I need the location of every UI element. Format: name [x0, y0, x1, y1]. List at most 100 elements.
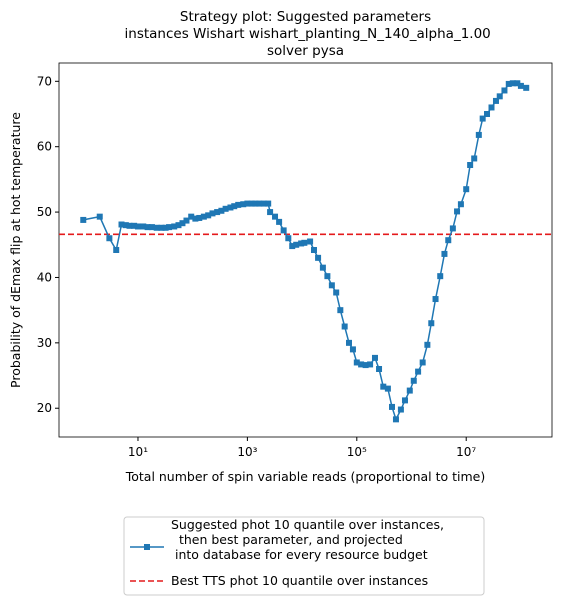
data-point: [345, 339, 352, 346]
legend-label: Suggested phot 10 quantile over instance…: [171, 517, 444, 562]
data-point: [162, 224, 169, 231]
data-point: [488, 104, 495, 111]
data-point: [457, 201, 464, 208]
data-point: [240, 201, 247, 208]
data-point: [410, 377, 417, 384]
data-point: [449, 225, 456, 232]
data-point: [106, 235, 113, 242]
legend-box: [123, 516, 485, 596]
data-point: [285, 235, 292, 242]
data-point: [310, 247, 317, 253]
data-point: [122, 222, 129, 229]
data-point: [307, 238, 314, 245]
data-point: [209, 210, 216, 217]
data-point: [389, 403, 396, 410]
data-point: [140, 223, 147, 230]
data-point: [301, 239, 308, 246]
data-point: [376, 366, 383, 372]
data-point: [415, 368, 422, 375]
data-point: [341, 323, 348, 330]
legend-label: Best TTS phot 10 quantile over instances: [171, 573, 428, 588]
y-tick-label: 50: [37, 205, 52, 219]
data-point: [222, 205, 229, 212]
data-point: [467, 162, 474, 168]
data-point: [358, 361, 365, 368]
legend-marker: [144, 544, 150, 550]
data-point: [514, 80, 521, 87]
x-tick-label: 10¹: [128, 445, 148, 459]
data-point: [196, 214, 203, 221]
data-point: [501, 87, 508, 94]
data-point: [424, 341, 431, 348]
y-tick-label: 70: [37, 74, 52, 88]
data-point: [406, 387, 413, 394]
data-point: [319, 264, 326, 271]
data-point: [484, 111, 491, 117]
data-point: [384, 385, 391, 392]
data-point: [171, 223, 178, 230]
data-point: [113, 247, 120, 253]
data-point: [158, 224, 165, 231]
data-point: [96, 213, 103, 220]
data-point: [454, 208, 461, 215]
y-axis-label: Probability of dEmax flip at hot tempera…: [8, 112, 23, 388]
data-point: [166, 224, 173, 231]
data-point: [492, 97, 499, 104]
data-point: [276, 218, 283, 225]
data-point: [126, 222, 133, 229]
data-point: [265, 200, 272, 207]
data-point: [298, 240, 305, 247]
data-point: [231, 203, 238, 210]
data-point: [188, 213, 195, 220]
data-point: [509, 80, 516, 87]
y-tick-label: 30: [37, 336, 52, 350]
data-point: [523, 84, 530, 91]
x-tick-label: 10⁵: [347, 445, 367, 459]
data-point: [252, 200, 259, 207]
x-tick-label: 10³: [237, 445, 257, 459]
data-point: [175, 222, 182, 229]
data-point: [324, 273, 331, 280]
data-point: [248, 200, 255, 207]
data-point: [192, 215, 199, 222]
data-point: [293, 241, 300, 248]
x-tick-label: 10⁷: [456, 445, 476, 459]
data-point: [419, 359, 426, 366]
data-point: [289, 243, 296, 250]
data-point: [118, 221, 125, 228]
data-point: [441, 250, 448, 257]
data-point: [463, 186, 470, 193]
data-point: [479, 115, 486, 122]
data-point: [397, 406, 404, 413]
data-point: [235, 201, 242, 208]
data-point: [445, 237, 452, 244]
data-point: [371, 354, 378, 361]
x-axis-label: Total number of spin variable reads (pro…: [125, 469, 486, 484]
data-point: [362, 362, 369, 369]
data-point: [179, 220, 186, 227]
chart-title: Strategy plot: Suggested parameters inst…: [120, 9, 491, 59]
data-point: [475, 131, 482, 138]
data-point: [471, 155, 478, 162]
data-point: [227, 204, 234, 211]
data-point: [392, 416, 399, 423]
data-point: [337, 307, 344, 314]
data-point: [380, 383, 387, 390]
data-point: [183, 217, 190, 224]
y-tick-label: 40: [37, 270, 52, 284]
data-point: [205, 212, 212, 219]
data-point: [144, 224, 151, 231]
data-point: [280, 227, 287, 234]
data-point: [153, 224, 160, 231]
data-point: [432, 296, 439, 303]
data-point: [244, 200, 251, 207]
data-point: [267, 209, 274, 216]
y-tick-label: 20: [37, 401, 52, 415]
data-point: [315, 254, 322, 261]
data-point: [328, 282, 335, 289]
data-point: [353, 359, 360, 366]
legend: Suggested phot 10 quantile over instance…: [123, 516, 485, 596]
data-point: [437, 273, 444, 280]
data-point: [131, 222, 138, 229]
